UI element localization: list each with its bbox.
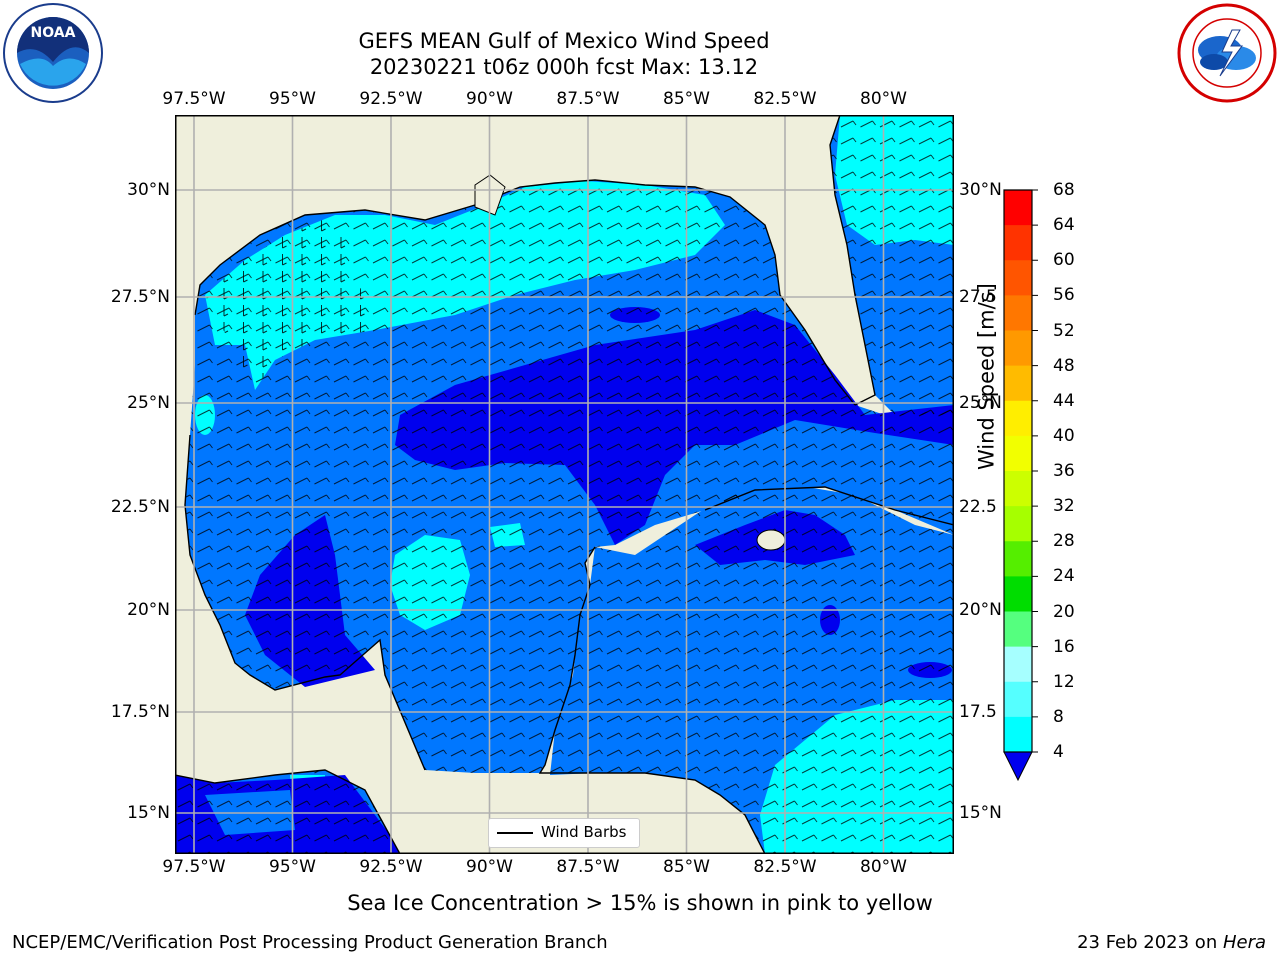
lat-tick-right: 17.5 <box>959 702 997 722</box>
lat-tick-left: 30°N <box>127 180 170 200</box>
colorbar-tick-label: 36 <box>1053 461 1075 481</box>
lat-tick-right: 22.5 <box>959 497 997 517</box>
colorbar-segment <box>1004 295 1032 331</box>
lon-tick-bottom: 92.5°W <box>359 857 423 877</box>
colorbar-segment <box>1004 260 1032 296</box>
lat-tick-right: 20°N <box>959 600 1002 620</box>
colorbar-segment <box>1004 576 1032 612</box>
colorbar-segment <box>1004 365 1032 402</box>
lon-tick-top: 97.5°W <box>162 89 226 109</box>
colorbar-tick-label: 20 <box>1053 601 1075 622</box>
wind-barbs-legend: Wind Barbs <box>488 818 640 848</box>
colorbar-label: Wind Speed [m/s] <box>974 283 999 470</box>
map-plot <box>175 115 954 854</box>
noaa-logo-icon: NOAA <box>2 2 104 104</box>
colorbar-tick-label: 32 <box>1053 496 1075 517</box>
lat-tick-left: 25°N <box>127 393 170 413</box>
colorbar-segment <box>1004 506 1032 542</box>
colorbar-tick-label: 28 <box>1053 531 1075 552</box>
lat-tick-left: 22.5°N <box>110 497 170 517</box>
lon-tick-bottom: 97.5°W <box>162 857 226 877</box>
footer-date-text: 23 Feb 2023 on <box>1077 932 1223 953</box>
lat-tick-right: 27.5 <box>959 287 997 307</box>
colorbar-segment <box>1004 541 1032 577</box>
colorbar-tick-label: 68 <box>1053 180 1075 200</box>
lat-tick-right: 30°N <box>959 180 1002 200</box>
colorbar-tick-label: 12 <box>1053 671 1075 692</box>
colorbar-tick-label: 56 <box>1053 285 1075 306</box>
lon-tick-top: 95°W <box>269 89 316 109</box>
chart-title-line2: 20230221 t06z 000h fcst Max: 13.12 <box>369 55 759 79</box>
colorbar-tick-label: 4 <box>1053 742 1064 762</box>
lat-tick-left: 27.5°N <box>110 287 170 307</box>
colorbar-segment <box>1004 225 1032 261</box>
svg-text:NOAA: NOAA <box>31 25 76 41</box>
lat-tick-right: 25°N <box>959 393 1002 413</box>
chart-title-line1: GEFS MEAN Gulf of Mexico Wind Speed <box>358 29 770 53</box>
sea-ice-note: Sea Ice Concentration > 15% is shown in … <box>347 891 933 915</box>
colorbar-segment <box>1004 716 1032 753</box>
lon-tick-bottom: 82.5°W <box>753 857 817 877</box>
colorbar-segment <box>1004 330 1032 367</box>
lon-tick-bottom: 95°W <box>269 857 316 877</box>
colorbar-tick-label: 52 <box>1053 320 1075 341</box>
colorbar-tick-label: 60 <box>1053 250 1075 271</box>
footer-date: 23 Feb 2023 on Hera <box>1077 932 1266 953</box>
lon-tick-top: 80°W <box>860 89 907 109</box>
colorbar-tick-label: 40 <box>1053 425 1075 446</box>
footer-branch: NCEP/EMC/Verification Post Processing Pr… <box>12 932 608 953</box>
lon-tick-top: 87.5°W <box>556 89 620 109</box>
lon-tick-bottom: 80°W <box>860 857 907 877</box>
colorbar-segment <box>1004 611 1032 648</box>
colorbar-segment <box>1004 681 1032 718</box>
lon-tick-bottom: 87.5°W <box>556 857 620 877</box>
colorbar-tick-label: 64 <box>1053 215 1075 236</box>
legend-line-icon <box>497 832 533 834</box>
lat-tick-left: 17.5°N <box>110 702 170 722</box>
colorbar-segment <box>1004 471 1032 507</box>
lon-tick-top: 90°W <box>466 89 513 109</box>
lon-tick-top: 85°W <box>663 89 710 109</box>
colorbar-under-arrow <box>1003 751 1033 782</box>
colorbar-segment <box>1004 646 1032 683</box>
lon-tick-top: 82.5°W <box>753 89 817 109</box>
colorbar-tick-label: 48 <box>1053 355 1075 376</box>
lon-tick-bottom: 85°W <box>663 857 710 877</box>
colorbar-segment <box>1004 400 1032 437</box>
legend-label: Wind Barbs <box>541 823 627 841</box>
colorbar-tick-label: 24 <box>1053 566 1075 587</box>
colorbar-tick-label: 16 <box>1053 636 1075 657</box>
colorbar-tick-label: 8 <box>1053 706 1064 727</box>
colorbar-segment <box>1004 435 1032 472</box>
lon-tick-bottom: 90°W <box>466 857 513 877</box>
colorbar-segment <box>1004 190 1032 226</box>
lat-tick-right: 15°N <box>959 803 1002 823</box>
lat-tick-left: 15°N <box>127 803 170 823</box>
colorbar-tick-label: 44 <box>1053 390 1075 411</box>
lon-tick-top: 92.5°W <box>359 89 423 109</box>
lat-tick-left: 20°N <box>127 600 170 620</box>
footer-host: Hera <box>1222 932 1266 953</box>
colorbar <box>1003 189 1038 782</box>
nws-logo-icon <box>1176 2 1278 104</box>
